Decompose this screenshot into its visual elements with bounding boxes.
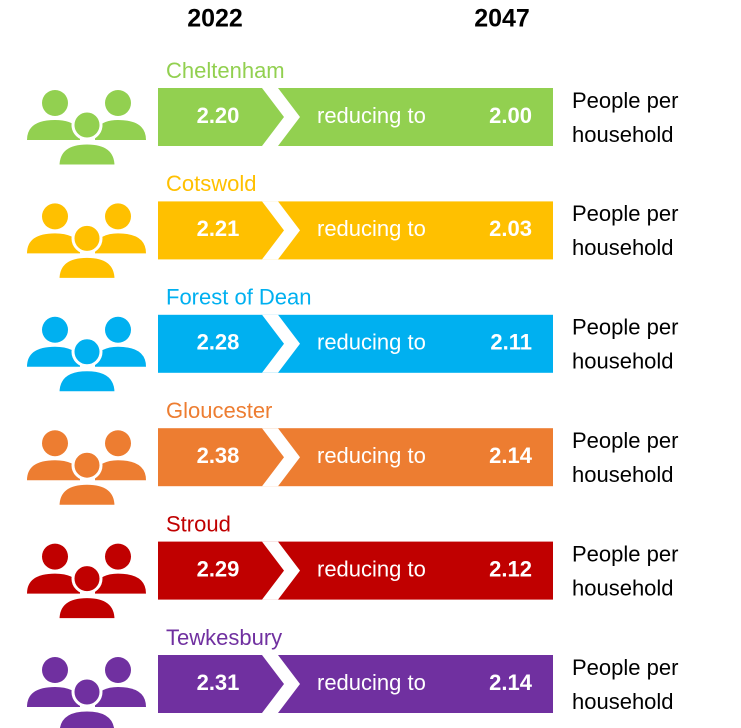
reducing-text: reducing to <box>317 443 426 468</box>
side-text: household <box>572 462 674 487</box>
person-body <box>27 573 80 594</box>
person-body <box>95 346 146 367</box>
row: Cheltenham 2.20 reducing to 2.00 People per h… <box>27 58 678 168</box>
header-end-year: 2047 <box>474 5 530 33</box>
reducing-text: reducing to <box>317 103 426 128</box>
area-name: Cotswold <box>166 171 256 196</box>
person-head <box>71 336 103 368</box>
person-body <box>56 708 118 728</box>
person-body <box>56 141 118 168</box>
person-head <box>71 563 103 595</box>
start-value: 2.28 <box>197 330 240 355</box>
person-body <box>27 120 80 140</box>
people-icon <box>27 203 146 281</box>
start-value: 2.38 <box>197 443 240 468</box>
bar <box>158 428 553 487</box>
person-body <box>27 346 80 367</box>
person-head <box>42 316 68 343</box>
end-value: 2.14 <box>489 443 533 468</box>
reducing-text: reducing to <box>317 556 426 581</box>
people-icon <box>27 430 146 508</box>
area-name: Cheltenham <box>166 58 285 83</box>
side-text: People per <box>572 428 678 453</box>
person-head <box>71 109 103 141</box>
person-head <box>42 90 68 116</box>
people-icon <box>27 543 146 622</box>
person-head <box>105 543 131 570</box>
person-head <box>105 203 131 230</box>
person-body <box>95 687 146 707</box>
area-name: Forest of Dean <box>166 285 312 310</box>
person-head <box>42 657 68 683</box>
bar <box>158 655 553 713</box>
chevron <box>262 428 300 487</box>
people-icon <box>27 90 146 168</box>
person-head <box>105 316 131 343</box>
person-body <box>56 481 118 508</box>
side-text: household <box>572 689 674 714</box>
person-head <box>42 430 68 457</box>
person-body <box>95 573 146 594</box>
people-icon <box>27 657 146 728</box>
side-text: household <box>572 122 674 147</box>
start-value: 2.29 <box>197 556 240 581</box>
person-body <box>95 460 146 481</box>
row: Gloucester 2.38 reducing to 2.14 People per h… <box>27 398 678 508</box>
chevron <box>262 541 300 600</box>
chevron <box>262 655 300 713</box>
reducing-text: reducing to <box>317 330 426 355</box>
person-head <box>105 90 131 116</box>
end-value: 2.12 <box>489 556 532 581</box>
people-icon <box>27 316 146 395</box>
area-name: Tewkesbury <box>166 625 282 650</box>
side-text: People per <box>572 541 678 566</box>
end-value: 2.14 <box>489 670 533 695</box>
start-value: 2.21 <box>197 216 240 241</box>
person-head <box>71 676 103 708</box>
bar <box>158 541 553 600</box>
area-name: Stroud <box>166 511 231 536</box>
row: Forest of Dean 2.28 reducing to 2.11 People … <box>27 285 678 395</box>
bar <box>158 201 553 260</box>
side-text: People per <box>572 88 678 113</box>
person-body <box>27 233 80 254</box>
side-text: People per <box>572 201 678 226</box>
side-text: household <box>572 575 674 600</box>
end-value: 2.11 <box>490 330 532 355</box>
reducing-text: reducing to <box>317 670 426 695</box>
row: Stroud 2.29 reducing to 2.12 People per house… <box>27 511 678 622</box>
end-value: 2.03 <box>489 216 532 241</box>
reducing-text: reducing to <box>317 216 426 241</box>
bar <box>158 88 553 146</box>
header-start-year: 2022 <box>187 5 243 33</box>
person-head <box>105 430 131 457</box>
chevron <box>262 88 300 146</box>
end-value: 2.00 <box>489 103 532 128</box>
bar <box>158 314 553 373</box>
person-body <box>95 233 146 254</box>
area-name: Gloucester <box>166 398 272 423</box>
person-body <box>56 595 118 622</box>
person-head <box>71 449 103 481</box>
person-body <box>56 254 118 281</box>
side-text: household <box>572 349 674 374</box>
person-head <box>71 222 103 254</box>
person-head <box>42 543 68 570</box>
chevron <box>262 314 300 373</box>
person-body <box>56 368 118 395</box>
person-body <box>27 687 80 707</box>
person-head <box>105 657 131 683</box>
chevron <box>262 201 300 260</box>
person-body <box>95 120 146 140</box>
side-text: household <box>572 235 674 260</box>
start-value: 2.31 <box>197 670 240 695</box>
person-head <box>42 203 68 230</box>
side-text: People per <box>572 655 678 680</box>
row: Tewkesbury 2.31 reducing to 2.14 People per h… <box>27 625 678 728</box>
start-value: 2.20 <box>197 103 240 128</box>
side-text: People per <box>572 315 678 340</box>
row: Cotswold 2.21 reducing to 2.03 People per hou… <box>27 171 678 281</box>
person-body <box>27 460 80 481</box>
